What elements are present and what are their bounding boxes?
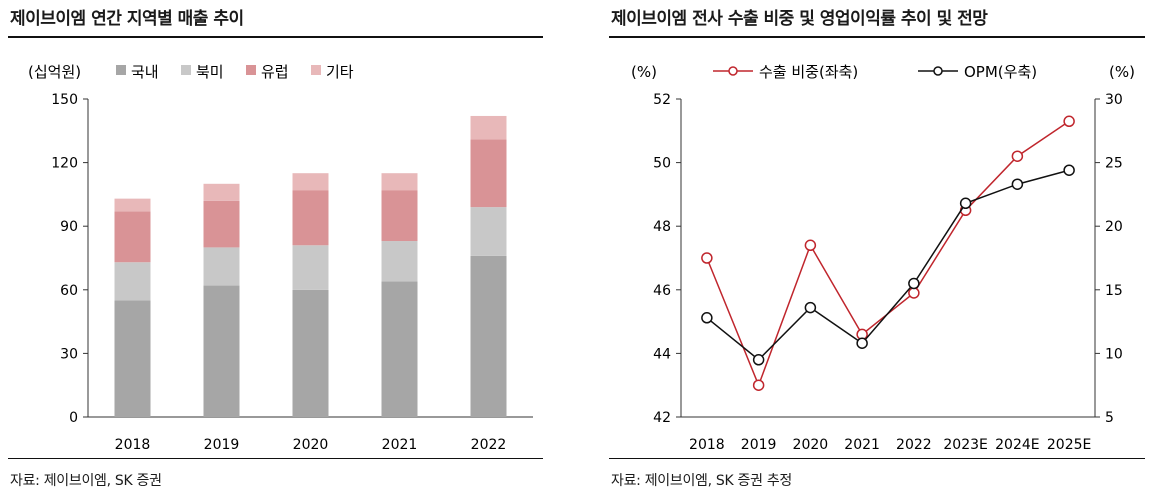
series-line-1 (706, 169, 1070, 361)
data-point-0-2019 (752, 379, 765, 391)
bar-segment-2021-유럽 (381, 190, 418, 242)
x-tick-label: 2025E (1047, 437, 1091, 453)
right-tick-label: 30 (1105, 92, 1123, 108)
y-tick-label: 90 (60, 219, 78, 235)
legend-marker-1 (933, 66, 943, 76)
x-tick-label: 2020 (293, 437, 329, 453)
right-source-rule (609, 458, 1145, 459)
left-tick-label: 46 (653, 283, 671, 299)
left-axis-unit-label: (%) (631, 63, 657, 81)
x-tick-label: 2018 (115, 437, 151, 453)
bar-segment-2018-북미 (114, 262, 151, 301)
legend-swatch-0 (116, 65, 126, 75)
bar-segment-2019-유럽 (203, 200, 240, 248)
left-title-rule (8, 36, 543, 38)
data-point-1-2018 (701, 312, 713, 324)
bar-segment-2019-국내 (203, 285, 240, 417)
bar-segment-2020-북미 (292, 245, 329, 290)
data-point-1-2020 (804, 301, 817, 314)
x-tick-label: 2020 (793, 437, 829, 453)
legend-label-1: OPM(우축) (964, 63, 1037, 81)
legend-label-1: 북미 (196, 63, 224, 81)
left-tick-label: 42 (653, 410, 671, 426)
bar-segment-2022-기타 (470, 115, 507, 140)
bar-segment-2020-국내 (292, 289, 329, 417)
bar-segment-2020-유럽 (292, 190, 329, 246)
y-tick-label: 30 (60, 346, 78, 362)
data-point-0-2022 (908, 287, 920, 299)
legend-label-2: 유럽 (261, 63, 289, 81)
right-chart-panel: 제이브이엠 전사 수출 비중 및 영업이익률 추이 및 전망 (%) (%) 수출 … (609, 0, 1145, 504)
bar-segment-2022-유럽 (470, 139, 507, 208)
left-tick-label: 48 (653, 219, 671, 235)
x-tick-label: 2024E (995, 437, 1039, 453)
data-point-0-2018 (701, 252, 713, 264)
bar-segment-2018-유럽 (114, 211, 151, 263)
bar-segment-2021-기타 (381, 173, 418, 191)
legend-label-0: 국내 (131, 63, 159, 81)
bar-segment-2018-국내 (114, 300, 151, 417)
data-point-1-2025E (1063, 164, 1075, 176)
x-tick-label: 2021 (382, 437, 418, 453)
stacked-bar-chart: (십억원) 국내 북미 유럽 기타 0 30 60 90 120 150 2018 2019 2020 20… (28, 63, 533, 453)
x-tick-label: 2019 (741, 437, 777, 453)
data-point-1-2023E (959, 197, 972, 210)
x-tick-label: 2018 (689, 437, 725, 453)
data-point-1-2021 (856, 337, 868, 349)
legend-label-0: 수출 비중(좌축) (759, 63, 858, 81)
x-tick-label: 2021 (844, 437, 880, 453)
left-tick-label: 44 (653, 346, 671, 362)
right-axis-unit-label: (%) (1109, 63, 1135, 81)
data-point-0-2025E (1063, 115, 1075, 128)
left-tick-label: 52 (653, 92, 671, 108)
right-chart-source: 자료: 제이브이엠, SK 증권 추정 (611, 473, 793, 489)
left-tick-label: 50 (653, 156, 671, 172)
x-tick-label: 2022 (471, 437, 507, 453)
data-point-1-2019 (752, 354, 765, 366)
left-chart-title: 제이브이엠 연간 지역별 매출 추이 (10, 9, 244, 29)
x-tick-label: 2023E (943, 437, 987, 453)
y-tick-label: 120 (51, 156, 78, 172)
data-point-1-2022 (908, 277, 920, 290)
right-tick-label: 15 (1105, 283, 1123, 299)
left-chart-panel: 제이브이엠 연간 지역별 매출 추이 (십억원) 국내 북미 유럽 기타 0 30 60 90 1… (8, 0, 543, 504)
dual-axis-line-chart: (%) (%)수출 비중(좌축) OPM(우축)424446485052510152… (631, 63, 1135, 453)
right-tick-label: 5 (1105, 410, 1114, 426)
y-axis-unit-label: (십억원) (28, 63, 81, 81)
y-tick-label: 60 (60, 283, 78, 299)
right-tick-label: 10 (1105, 346, 1123, 362)
bar-segment-2019-북미 (203, 247, 240, 286)
right-tick-label: 25 (1105, 156, 1123, 172)
data-point-0-2020 (804, 239, 817, 252)
bar-segment-2021-북미 (381, 241, 418, 282)
data-point-1-2024E (1011, 178, 1024, 190)
legend-label-3: 기타 (326, 63, 354, 81)
bar-segment-2019-기타 (203, 183, 240, 201)
legend-swatch-1 (181, 65, 191, 75)
legend-swatch-2 (246, 65, 256, 75)
data-point-0-2024E (1011, 150, 1024, 162)
bar-segment-2021-국내 (381, 281, 418, 417)
bar-segment-2022-북미 (470, 207, 507, 256)
legend-swatch-3 (311, 65, 321, 75)
y-tick-label: 150 (51, 92, 78, 108)
right-tick-label: 20 (1105, 219, 1123, 235)
y-tick-label: 0 (69, 410, 78, 426)
left-source-rule (8, 458, 543, 459)
right-chart-title: 제이브이엠 전사 수출 비중 및 영업이익률 추이 및 전망 (611, 9, 988, 29)
x-tick-label: 2019 (204, 437, 240, 453)
right-title-rule (609, 36, 1145, 38)
x-tick-label: 2022 (896, 437, 932, 453)
left-chart-source: 자료: 제이브이엠, SK 증권 (10, 473, 162, 489)
legend-marker-0 (728, 66, 738, 76)
bar-segment-2022-국내 (470, 255, 507, 417)
bar-segment-2018-기타 (114, 198, 151, 212)
bar-segment-2020-기타 (292, 173, 329, 191)
